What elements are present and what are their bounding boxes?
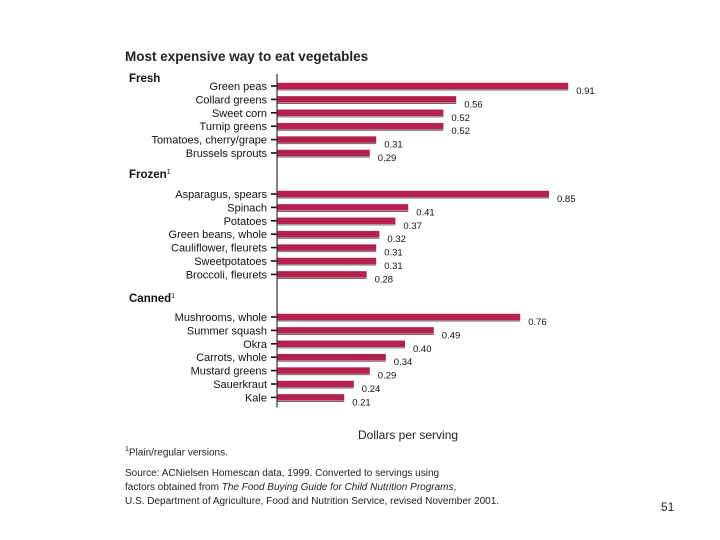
- source-line-2: factors obtained from The Food Buying Gu…: [125, 481, 595, 495]
- category-label: Kale: [245, 392, 267, 404]
- bar: [277, 353, 386, 361]
- category-label: Brussels sprouts: [186, 148, 268, 160]
- source-publication-title: The Food Buying Guide for Child Nutritio…: [221, 482, 454, 493]
- category-label: Spinach: [227, 202, 267, 214]
- category-label: Potatoes: [224, 216, 268, 228]
- value-label: 0.49: [442, 330, 461, 341]
- source-line-1: Source: ACNielsen Homescan data, 1999. C…: [125, 468, 440, 479]
- footnote-text: Plain/regular versions.: [128, 447, 228, 459]
- group-header-frozen: Frozen1: [129, 169, 171, 181]
- category-label: Green peas: [210, 81, 268, 93]
- value-label: 0.31: [384, 261, 403, 272]
- value-label: 0.28: [375, 274, 394, 285]
- category-label: Tomatoes, cherry/grape: [151, 135, 267, 147]
- value-label: 0.41: [416, 207, 435, 218]
- bar: [277, 244, 377, 251]
- category-label: Carrots, whole: [196, 352, 267, 364]
- bar: [277, 96, 457, 103]
- value-label: 0.37: [403, 221, 422, 232]
- bar: [277, 122, 444, 130]
- category-label: Okra: [243, 339, 268, 351]
- value-label: 0.52: [451, 113, 470, 124]
- value-label: 0.56: [464, 99, 483, 110]
- category-label: Turnip greens: [200, 121, 268, 133]
- bar: [277, 257, 377, 265]
- group-header-canned: Canned1: [129, 293, 175, 305]
- category-label: Summer squash: [187, 325, 267, 337]
- source-line-3: U.S. Department of Agriculture, Food and…: [125, 496, 500, 507]
- bar: [277, 136, 377, 143]
- bar: [277, 313, 521, 321]
- bar: [277, 327, 434, 334]
- value-label: 0.31: [384, 140, 403, 151]
- footnote-marker: 1: [125, 446, 129, 453]
- category-label: Green beans, whole: [169, 229, 267, 241]
- bar: [277, 394, 345, 401]
- value-label: 0.85: [557, 194, 576, 205]
- value-label: 0.34: [394, 357, 413, 368]
- bar: [277, 230, 380, 238]
- bar: [277, 82, 569, 90]
- value-label: 0.21: [352, 397, 371, 408]
- value-label: 0.91: [576, 86, 595, 97]
- category-label: Sweet corn: [212, 108, 267, 120]
- bar: [277, 217, 396, 225]
- category-label: Collard greens: [195, 94, 267, 106]
- category-label: Broccoli, fleurets: [186, 269, 268, 281]
- source-line-2-suffix: ,: [453, 482, 457, 493]
- value-label: 0.40: [413, 344, 432, 355]
- category-label: Mushrooms, whole: [175, 312, 267, 324]
- value-label: 0.24: [362, 384, 381, 395]
- category-label: Cauliflower, fleurets: [171, 243, 267, 255]
- value-label: 0.76: [528, 317, 547, 328]
- footnote: 1Plain/regular versions.: [125, 446, 228, 458]
- bar: [277, 190, 549, 198]
- source-note: Source: ACNielsen Homescan data, 1999. C…: [125, 467, 595, 509]
- bar: [277, 271, 367, 278]
- x-axis-label: Dollars per serving: [358, 428, 459, 442]
- category-label: Sweetpotatoes: [194, 256, 267, 268]
- value-label: 0.29: [378, 371, 397, 382]
- category-label: Mustard greens: [191, 366, 268, 378]
- group-header-fresh: Fresh: [129, 73, 160, 85]
- source-line-2-prefix: factors obtained from: [125, 482, 222, 493]
- category-label: Sauerkraut: [213, 379, 267, 391]
- bar: [277, 109, 444, 117]
- page-number: 51: [661, 500, 675, 514]
- value-label: 0.29: [378, 153, 397, 164]
- value-label: 0.52: [451, 126, 470, 137]
- bar: [277, 204, 409, 211]
- value-label: 0.31: [384, 248, 403, 259]
- chart-title: Most expensive way to eat vegetables: [125, 49, 369, 64]
- bar: [277, 149, 370, 157]
- bar: [277, 340, 405, 348]
- value-label: 0.32: [387, 234, 406, 245]
- category-label: Asparagus, spears: [175, 189, 267, 201]
- bar: [277, 367, 370, 374]
- bar: [277, 380, 354, 388]
